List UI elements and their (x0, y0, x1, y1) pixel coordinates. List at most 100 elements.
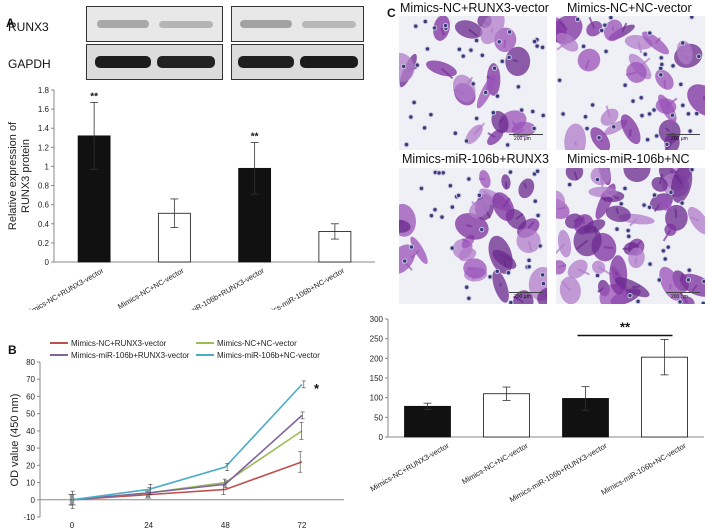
membrane-pore (540, 112, 546, 119)
membrane-pore (418, 185, 425, 192)
cell-process (674, 174, 683, 185)
stained-cell (433, 16, 450, 41)
bar (318, 231, 352, 263)
membrane-pore (539, 272, 546, 278)
membrane-pore (408, 244, 415, 250)
stained-cell (567, 259, 588, 279)
cell-process (503, 259, 507, 268)
membrane-pore (490, 110, 497, 116)
membrane-pore (622, 82, 628, 88)
membrane-pore (468, 47, 474, 53)
membrane-pore (508, 299, 514, 304)
cell-process (663, 79, 667, 89)
membrane-pore (439, 214, 445, 220)
membrane-pore (466, 295, 472, 301)
y-tick-label: 1.6 (38, 105, 50, 114)
membrane-pore (596, 135, 602, 141)
membrane-pore (651, 192, 658, 198)
membrane-pore (476, 192, 483, 199)
membrane-pore (455, 192, 462, 199)
membrane-pore (534, 168, 541, 174)
membrane-pore (460, 53, 466, 59)
bar (483, 393, 530, 438)
membrane-pore (531, 125, 537, 132)
membrane-pore (658, 55, 664, 61)
stained-cell (583, 219, 606, 234)
membrane-pore (627, 292, 633, 299)
stained-cell (573, 224, 602, 257)
cell-process (556, 199, 560, 210)
cell-process (502, 197, 511, 208)
membrane-pore (599, 27, 605, 34)
membrane-pore (668, 189, 674, 195)
runx3-blot-right (231, 6, 364, 42)
membrane-pore (639, 112, 645, 119)
membrane-pore (506, 29, 513, 35)
membrane-pore (537, 243, 543, 249)
cell-process (512, 295, 524, 303)
cell-process (634, 257, 638, 265)
stained-cell (455, 213, 489, 240)
stained-cell (399, 52, 415, 82)
membrane-pore (680, 102, 686, 109)
membrane-pore (526, 257, 532, 264)
membrane-pore (685, 277, 692, 283)
cell-process (440, 67, 454, 80)
membrane-pore (421, 125, 428, 131)
y-axis-label-line1: Relative expression of (7, 121, 19, 230)
cell-process (690, 216, 700, 222)
y-tick-label: -10 (23, 513, 35, 522)
membrane-pore (473, 115, 480, 122)
cell-process (473, 122, 486, 136)
gapdh-blot-right (231, 44, 364, 80)
stained-cell (641, 31, 670, 55)
membrane-pore (494, 93, 501, 99)
y-tick-label: 50 (26, 410, 35, 419)
cell-process (527, 221, 535, 229)
y-tick-label: 200 (370, 354, 384, 363)
cell-process (602, 191, 615, 199)
membrane-pore (647, 30, 653, 36)
stained-cell (687, 84, 705, 117)
membrane-pore (424, 46, 431, 52)
membrane-pore (499, 58, 505, 65)
membrane-pore (411, 99, 417, 106)
cell-process (440, 27, 445, 36)
cell-process (663, 202, 672, 212)
cell-process (665, 127, 671, 133)
legend-label: Mimics-NC+NC-vector (217, 339, 297, 348)
stained-cell (565, 168, 584, 181)
cell-process (465, 224, 473, 228)
legend-label: Mimics-miR-106b+NC-vector (217, 351, 320, 360)
membrane-pore (408, 114, 414, 120)
cell-process (463, 76, 474, 90)
membrane-pore (686, 267, 693, 273)
cell-process (556, 206, 566, 210)
cell-process (558, 264, 567, 269)
cell-process (512, 59, 518, 63)
membrane-pore (689, 168, 695, 173)
stained-cell (399, 219, 411, 233)
cell-process (574, 141, 578, 146)
stained-cell (516, 228, 541, 254)
stained-cell (518, 178, 535, 199)
membrane-pore (530, 108, 536, 115)
stained-cell (586, 20, 603, 37)
micro-image-2: 200 μm (556, 16, 705, 150)
membrane-pore (414, 62, 420, 68)
stained-cell (410, 236, 428, 265)
membrane-pore (680, 40, 686, 46)
membrane-pore (428, 212, 435, 219)
cell-process (490, 27, 494, 33)
stained-cell (556, 32, 579, 52)
stained-cell (651, 176, 668, 192)
membrane-pore (662, 256, 668, 262)
membrane-pore (651, 107, 657, 113)
cell-process (487, 132, 496, 139)
membrane-pore (584, 125, 590, 132)
micro-image-4: 200 μm (556, 168, 705, 304)
blot-label-runx3: RUNX3 (8, 20, 49, 34)
series-line (71, 414, 303, 501)
membrane-pore (515, 84, 522, 90)
y-tick-label: 30 (26, 444, 35, 453)
